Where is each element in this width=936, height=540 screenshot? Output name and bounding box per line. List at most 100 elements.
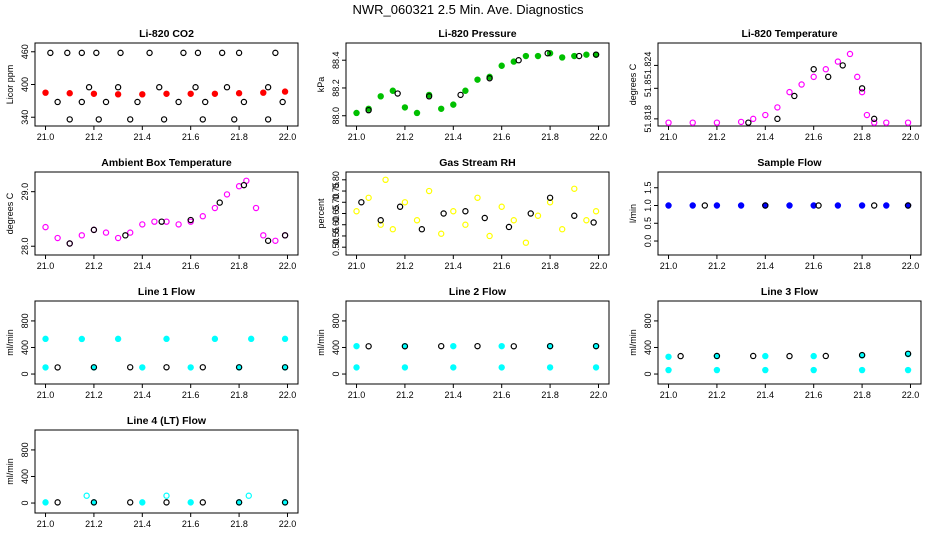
data-point <box>175 221 182 228</box>
x-tick-label: 21.6 <box>493 390 511 400</box>
y-tick-label: 0 <box>20 501 30 506</box>
x-tick-label: 21.8 <box>541 132 559 142</box>
x-tick-label: 22.0 <box>902 390 920 400</box>
y-tick-label: 400 <box>20 77 30 92</box>
data-point <box>66 240 73 247</box>
data-point <box>498 203 505 210</box>
data-point <box>54 499 61 506</box>
series-1 <box>83 492 252 499</box>
x-tick-label: 21.0 <box>660 390 678 400</box>
data-point <box>78 49 86 57</box>
data-point <box>54 98 61 106</box>
data-point <box>358 199 365 206</box>
data-point <box>592 208 600 215</box>
data-point <box>180 49 187 57</box>
data-point <box>235 90 243 97</box>
x-tick-label: 21.6 <box>182 261 200 271</box>
x-tick-label: 22.0 <box>902 132 920 142</box>
data-point <box>592 51 600 58</box>
data-point <box>462 208 469 215</box>
chart-title: Line 2 Flow <box>449 286 507 298</box>
data-point <box>353 364 360 371</box>
data-point <box>281 88 289 95</box>
data-point <box>160 116 168 123</box>
data-point <box>264 116 272 123</box>
data-point <box>353 342 360 350</box>
data-point <box>114 335 122 343</box>
data-point <box>231 116 238 123</box>
data-point <box>139 364 146 371</box>
data-point <box>438 105 445 112</box>
data-point <box>883 202 890 209</box>
data-point <box>199 364 206 371</box>
data-point <box>187 499 194 506</box>
data-point <box>240 98 248 106</box>
data-point <box>353 208 360 215</box>
series-1 <box>66 181 289 247</box>
data-point <box>175 98 182 106</box>
data-point <box>194 49 202 57</box>
data-point <box>762 366 769 374</box>
data-point <box>737 118 745 126</box>
data-point <box>413 109 421 117</box>
data-point <box>737 202 745 209</box>
x-tick-label: 21.2 <box>708 132 726 142</box>
data-point <box>575 52 583 60</box>
y-tick-label: 0.65 <box>331 205 341 223</box>
series-2 <box>54 364 289 371</box>
data-point <box>558 54 566 61</box>
data-point <box>558 226 566 233</box>
data-point <box>199 213 206 220</box>
y-axis-label: degrees C <box>628 63 638 105</box>
data-point <box>425 93 433 100</box>
chart-title: Li-820 Temperature <box>741 28 837 40</box>
plot-frame <box>34 42 299 127</box>
y-tick-label: 0.70 <box>331 194 341 212</box>
data-point <box>870 119 878 126</box>
data-point <box>713 119 721 126</box>
data-point <box>90 226 98 234</box>
x-tick-label: 22.0 <box>279 261 297 271</box>
series-0 <box>42 335 289 343</box>
data-point <box>534 212 542 219</box>
data-point <box>413 217 421 224</box>
data-point <box>54 364 61 371</box>
data-point <box>571 185 578 192</box>
x-tick-label: 21.4 <box>134 519 152 529</box>
x-tick-label: 21.4 <box>134 261 152 271</box>
data-point <box>665 366 672 374</box>
chart-ambient: Ambient Box Temperature 21.0 21.2 21.4 21.6 2… <box>5 157 299 271</box>
data-point <box>199 499 206 506</box>
chart-title: Gas Stream RH <box>439 157 515 169</box>
data-point <box>825 73 832 81</box>
data-point <box>66 116 73 123</box>
data-point <box>139 499 146 506</box>
data-point <box>264 84 272 91</box>
data-point <box>858 202 866 209</box>
series-1 <box>745 62 878 126</box>
chart-title: Line 1 Flow <box>138 286 196 298</box>
data-point <box>279 98 286 106</box>
x-tick-label: 21.4 <box>445 132 463 142</box>
data-point <box>904 366 912 374</box>
series-1 <box>353 364 600 371</box>
x-tick-label: 21.6 <box>493 132 511 142</box>
data-point <box>127 499 134 506</box>
plot-frame <box>657 42 922 127</box>
figure-title: NWR_060321 2.5 Min. Ave. Diagnostics <box>353 2 584 17</box>
plot-frame <box>345 171 610 256</box>
y-tick-label: 1.5 <box>643 181 653 194</box>
data-point <box>498 364 505 371</box>
y-tick-label: 51.818 <box>643 105 653 133</box>
data-point <box>481 214 488 222</box>
x-tick-label: 21.8 <box>230 390 248 400</box>
chart-rh: Gas Stream RH 21.0 21.2 21.4 21.6 21.8 22.0 0.5… <box>316 157 610 271</box>
series-0 <box>665 202 912 209</box>
y-axis-label: degrees C <box>5 192 15 234</box>
data-point <box>522 52 530 60</box>
x-tick-label: 21.2 <box>85 390 103 400</box>
data-point <box>546 199 554 206</box>
charts-grid: Li-820 CO2 21.0 21.2 21.4 21.6 21.8 22.0 340 400… <box>5 28 922 529</box>
x-tick-label: 22.0 <box>590 390 608 400</box>
